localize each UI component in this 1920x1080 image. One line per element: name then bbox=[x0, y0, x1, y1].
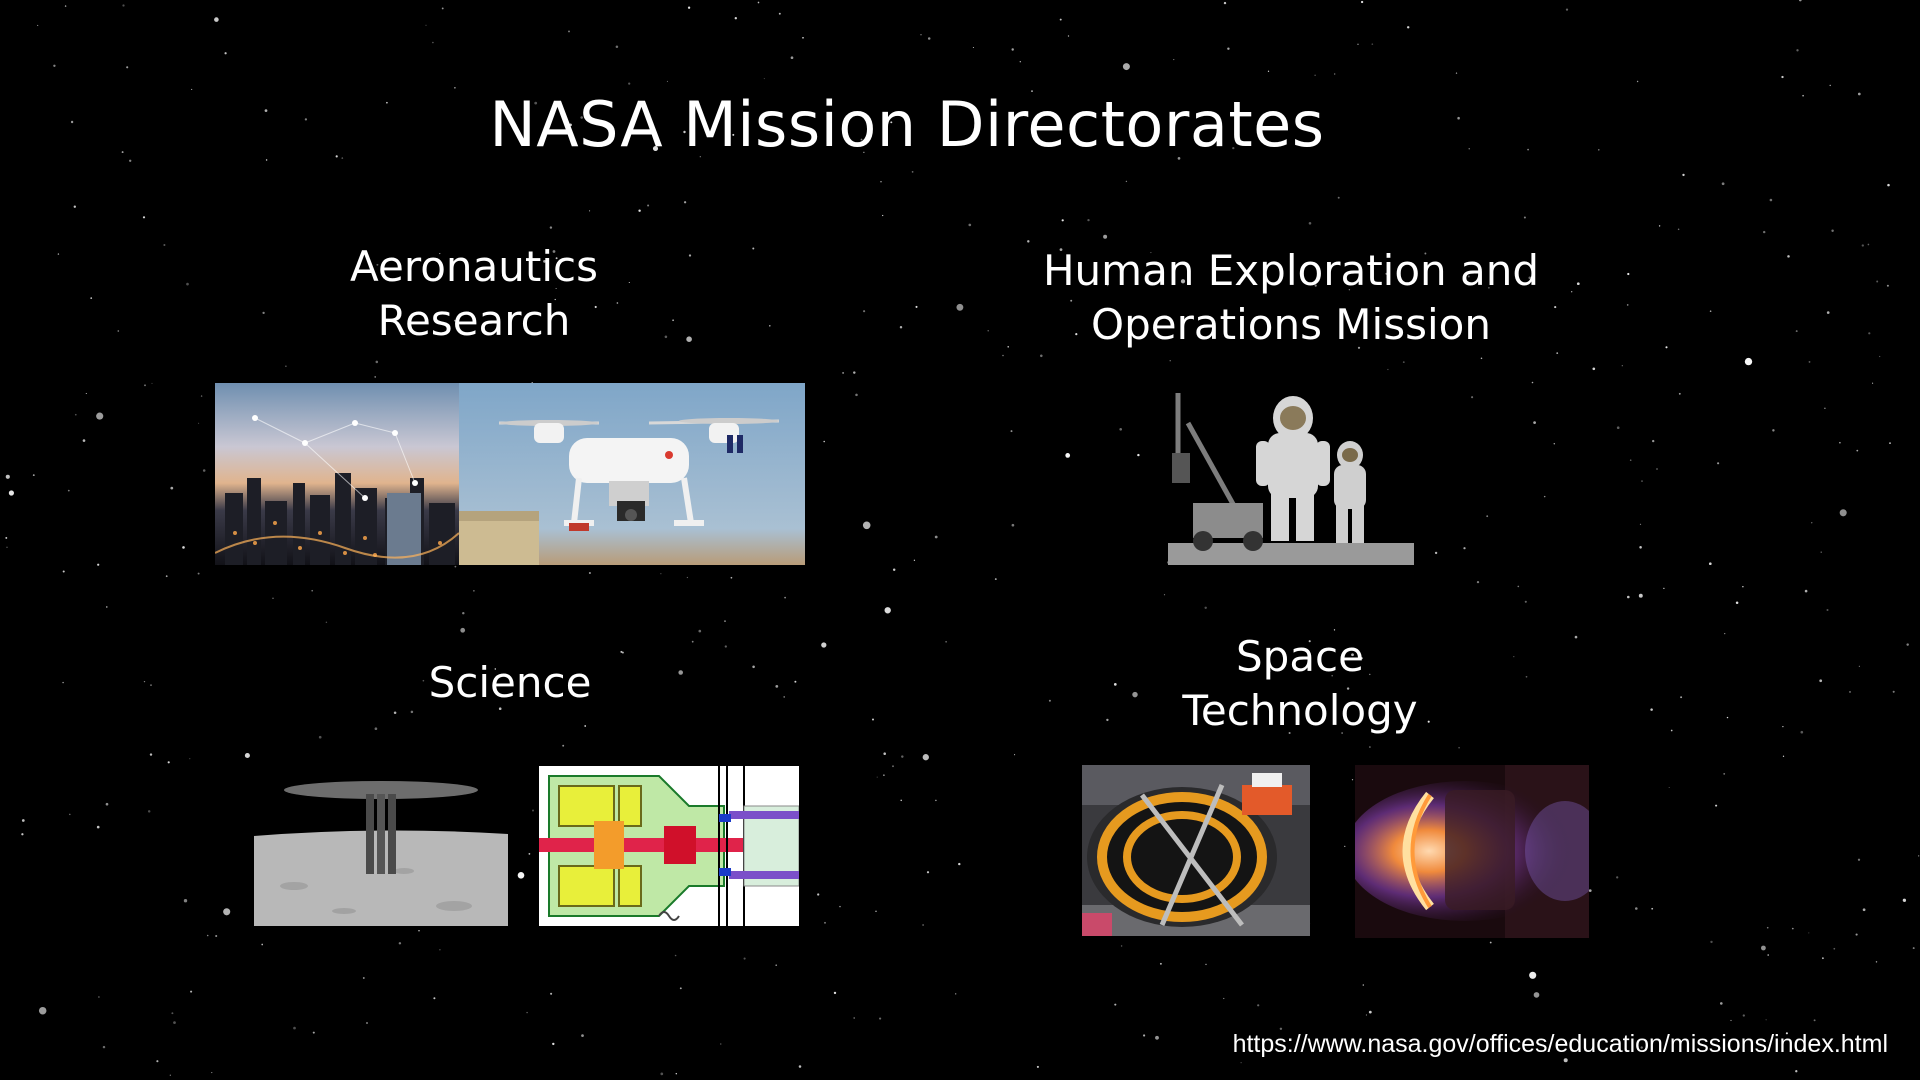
engine-schematic-image bbox=[539, 766, 799, 926]
section-title-space-technology: Space Technology bbox=[1100, 630, 1500, 738]
habitat-module-image bbox=[1082, 765, 1310, 936]
lunar-reactor-image bbox=[254, 776, 508, 926]
slide-title: NASA Mission Directorates bbox=[0, 88, 1814, 161]
ion-thruster-image bbox=[1355, 765, 1589, 938]
city-air-traffic-image bbox=[215, 383, 459, 565]
source-url: https://www.nasa.gov/offices/education/m… bbox=[1233, 1030, 1888, 1059]
section-title-human-exploration: Human Exploration and Operations Mission bbox=[1001, 244, 1581, 352]
quadcopter-drone-image bbox=[459, 383, 805, 565]
astronauts-rover-image bbox=[1168, 383, 1414, 565]
section-title-science: Science bbox=[310, 656, 710, 710]
section-title-aeronautics: Aeronautics Research bbox=[274, 240, 674, 348]
